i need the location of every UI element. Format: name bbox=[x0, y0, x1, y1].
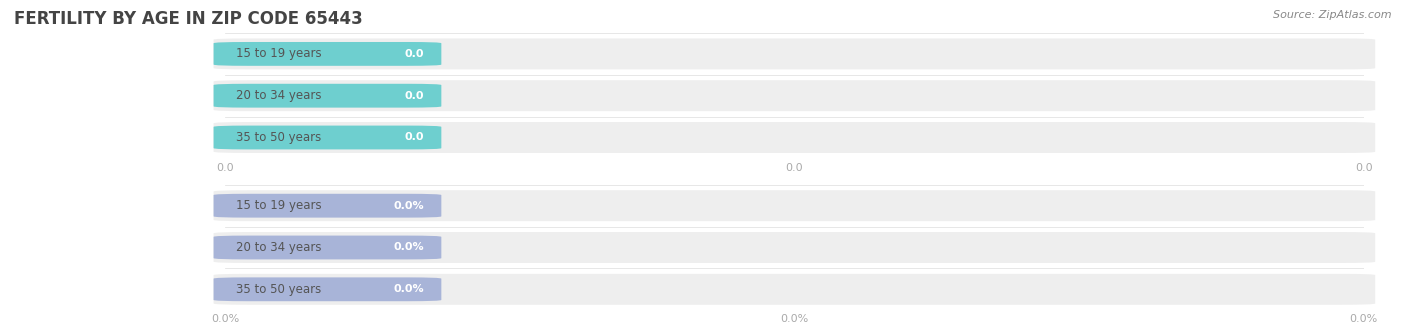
FancyBboxPatch shape bbox=[214, 232, 1375, 263]
Text: 0.0%: 0.0% bbox=[394, 243, 425, 252]
Text: 0.0%: 0.0% bbox=[394, 284, 425, 294]
FancyBboxPatch shape bbox=[214, 190, 1375, 221]
Text: FERTILITY BY AGE IN ZIP CODE 65443: FERTILITY BY AGE IN ZIP CODE 65443 bbox=[14, 10, 363, 28]
FancyBboxPatch shape bbox=[214, 236, 441, 259]
FancyBboxPatch shape bbox=[214, 122, 1375, 153]
Text: 15 to 19 years: 15 to 19 years bbox=[236, 199, 322, 212]
FancyBboxPatch shape bbox=[214, 80, 1375, 111]
Text: 0.0%: 0.0% bbox=[394, 201, 425, 211]
FancyBboxPatch shape bbox=[214, 38, 1375, 69]
Text: Source: ZipAtlas.com: Source: ZipAtlas.com bbox=[1274, 10, 1392, 20]
FancyBboxPatch shape bbox=[214, 42, 441, 66]
Text: 0.0: 0.0 bbox=[405, 133, 425, 143]
FancyBboxPatch shape bbox=[214, 126, 441, 149]
Text: 15 to 19 years: 15 to 19 years bbox=[236, 48, 322, 60]
Text: 35 to 50 years: 35 to 50 years bbox=[236, 283, 322, 296]
Text: 20 to 34 years: 20 to 34 years bbox=[236, 89, 322, 102]
Text: 0.0: 0.0 bbox=[405, 49, 425, 59]
Text: 0.0: 0.0 bbox=[405, 91, 425, 101]
FancyBboxPatch shape bbox=[214, 278, 441, 301]
FancyBboxPatch shape bbox=[214, 274, 1375, 305]
FancyBboxPatch shape bbox=[214, 194, 441, 217]
Text: 20 to 34 years: 20 to 34 years bbox=[236, 241, 322, 254]
Text: 35 to 50 years: 35 to 50 years bbox=[236, 131, 322, 144]
FancyBboxPatch shape bbox=[214, 84, 441, 108]
